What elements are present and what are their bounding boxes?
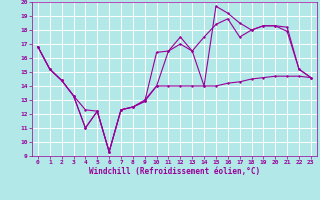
X-axis label: Windchill (Refroidissement éolien,°C): Windchill (Refroidissement éolien,°C)	[89, 167, 260, 176]
